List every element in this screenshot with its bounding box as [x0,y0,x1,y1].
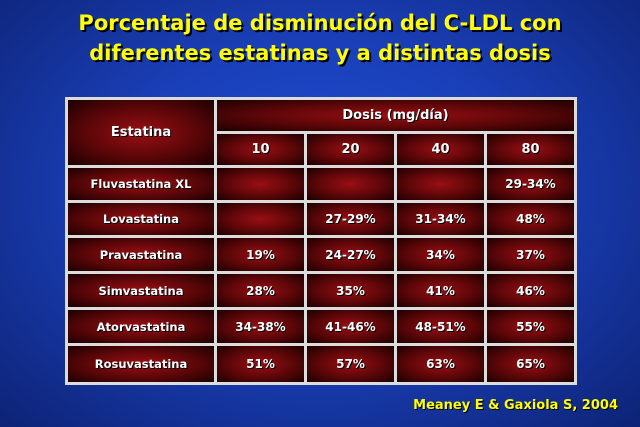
table-cell: 27-29% [307,203,394,235]
table-cell: 35% [307,274,394,307]
row-name: Simvastatina [68,274,214,307]
row-name: Rosuvastatina [68,346,214,382]
table-cell [307,168,394,200]
table-cell: 57% [307,346,394,382]
dose-20-header: 20 [307,134,394,165]
table-cell: 46% [487,274,574,307]
table-cell: 51% [217,346,304,382]
statin-table: Estatina Dosis (mg/día) 10 20 40 80 Fluv… [65,97,577,385]
table-cell: 48-51% [397,310,484,343]
table-cell: 34% [397,238,484,271]
table-cell: 19% [217,238,304,271]
table-cell: 63% [397,346,484,382]
table-cell: 65% [487,346,574,382]
table-cell: 31-34% [397,203,484,235]
row-name: Lovastatina [68,203,214,235]
table-cell [217,168,304,200]
table-cell: 55% [487,310,574,343]
slide-title: Porcentaje de disminución del C-LDL con … [0,8,640,68]
dose-header-cell: Dosis (mg/día) [217,100,574,131]
row-name: Pravastatina [68,238,214,271]
dose-40-header: 40 [397,134,484,165]
table-cell: 37% [487,238,574,271]
table-cell: 29-34% [487,168,574,200]
row-name: Atorvastatina [68,310,214,343]
table-cell: 28% [217,274,304,307]
table-cell: 24-27% [307,238,394,271]
table-cell: 48% [487,203,574,235]
dose-80-header: 80 [487,134,574,165]
table-cell [397,168,484,200]
dose-10-header: 10 [217,134,304,165]
title-line-2: diferentes estatinas y a distintas dosis [89,41,551,65]
citation: Meaney E & Gaxiola S, 2004 [413,398,618,413]
table-cell: 41% [397,274,484,307]
statin-header-cell: Estatina [68,100,214,165]
title-line-1: Porcentaje de disminución del C-LDL con [78,11,562,35]
table-cell [217,203,304,235]
table-cell: 34-38% [217,310,304,343]
row-name: Fluvastatina XL [68,168,214,200]
table-cell: 41-46% [307,310,394,343]
